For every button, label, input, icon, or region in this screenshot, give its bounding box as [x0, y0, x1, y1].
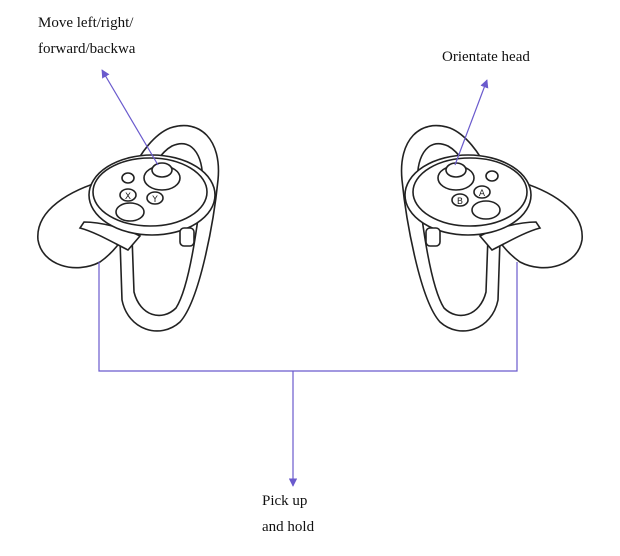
- orient-arrow: [454, 79, 489, 166]
- right-a-glyph: A: [479, 189, 486, 199]
- grip-bracket: [98, 262, 518, 372]
- left-x-button: [119, 188, 137, 202]
- left-y-glyph: Y: [151, 195, 158, 205]
- right-a-button: [473, 185, 491, 199]
- move-label-line1: Move left/right/: [38, 15, 134, 31]
- right-controller: [400, 124, 583, 332]
- move-label-line2: forward/backwa: [38, 41, 136, 57]
- left-y-button: [146, 191, 164, 205]
- pick-label-line2: and hold: [262, 519, 315, 535]
- annotation-lines: [98, 69, 518, 487]
- move-label: Move left/right/ forward/backwa: [38, 10, 135, 62]
- left-x-glyph: X: [125, 192, 131, 202]
- left-controller: [37, 124, 220, 332]
- pick-label: Pick up and hold: [262, 488, 314, 540]
- pick-label-line1: Pick up: [262, 493, 308, 509]
- right-b-glyph: B: [457, 197, 463, 207]
- move-arrow: [101, 69, 159, 166]
- right-b-button: [451, 193, 469, 207]
- orient-label: Orientate head: [442, 49, 530, 65]
